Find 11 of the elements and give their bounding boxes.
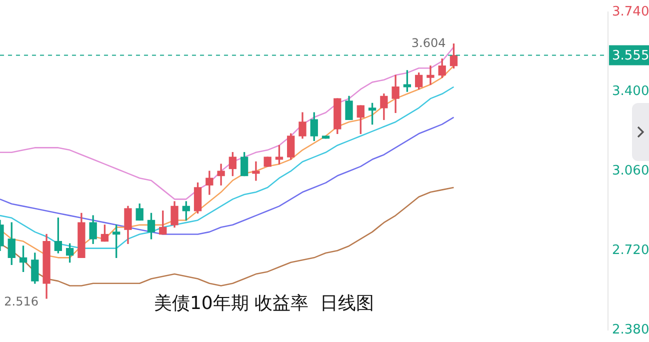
y-tick-label: 2.380: [612, 322, 649, 338]
text: 美债10年期 收益率 日线图: [154, 292, 374, 314]
annotation: 2.516: [4, 294, 39, 309]
y-tick-label: 3.400: [612, 84, 649, 99]
annotation: 3.604: [411, 36, 446, 50]
y-tick-label: 2.720: [612, 243, 649, 258]
candlestick: [264, 156, 272, 167]
candlestick: [322, 136, 330, 139]
ref-line-label: 3.555: [612, 48, 649, 64]
y-tick-label: 3.060: [612, 163, 649, 178]
y-tick-label: 3.740: [612, 4, 649, 20]
